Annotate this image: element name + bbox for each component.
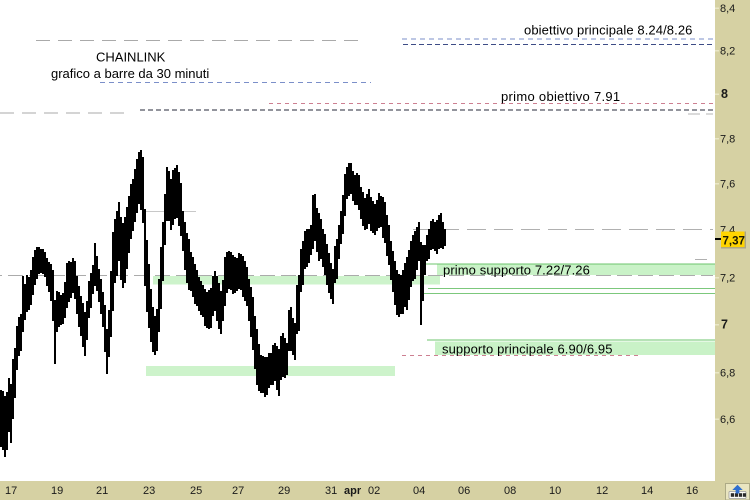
svg-text:10: 10 bbox=[549, 485, 561, 497]
svg-text:06: 06 bbox=[458, 485, 470, 497]
svg-text:8,4: 8,4 bbox=[720, 3, 735, 15]
svg-text:6,8: 6,8 bbox=[720, 368, 735, 380]
svg-text:19: 19 bbox=[51, 485, 63, 497]
svg-text:17: 17 bbox=[5, 485, 17, 497]
svg-text:04: 04 bbox=[413, 485, 425, 497]
svg-text:6,6: 6,6 bbox=[720, 414, 735, 426]
svg-text:CHAINLINK: CHAINLINK bbox=[96, 50, 166, 65]
svg-text:primo obiettivo 7.91: primo obiettivo 7.91 bbox=[501, 89, 620, 104]
svg-text:supporto principale 6.90/6.95: supporto principale 6.90/6.95 bbox=[442, 342, 613, 357]
svg-text:7,2: 7,2 bbox=[720, 273, 735, 285]
svg-text:7: 7 bbox=[721, 318, 728, 332]
svg-text:14: 14 bbox=[641, 485, 653, 497]
svg-text:16: 16 bbox=[686, 485, 698, 497]
svg-text:7,37: 7,37 bbox=[723, 236, 745, 248]
svg-text:obiettivo principale 8.24/8.26: obiettivo principale 8.24/8.26 bbox=[524, 23, 693, 38]
svg-text:31: 31 bbox=[325, 485, 337, 497]
svg-text:8: 8 bbox=[721, 87, 728, 101]
svg-text:02: 02 bbox=[368, 485, 380, 497]
svg-text:23: 23 bbox=[143, 485, 155, 497]
svg-text:08: 08 bbox=[504, 485, 516, 497]
svg-text:7,8: 7,8 bbox=[720, 134, 735, 146]
svg-text:grafico a barre da 30 minuti: grafico a barre da 30 minuti bbox=[51, 66, 209, 81]
svg-text:29: 29 bbox=[278, 485, 290, 497]
svg-text:8,2: 8,2 bbox=[720, 46, 735, 58]
svg-text:21: 21 bbox=[96, 485, 108, 497]
svg-text:12: 12 bbox=[596, 485, 608, 497]
svg-text:27: 27 bbox=[232, 485, 244, 497]
svg-text:apr: apr bbox=[344, 485, 362, 497]
svg-text:7,6: 7,6 bbox=[720, 179, 735, 191]
svg-text:25: 25 bbox=[190, 485, 202, 497]
svg-text:primo supporto 7.22/7.26: primo supporto 7.22/7.26 bbox=[443, 262, 590, 277]
